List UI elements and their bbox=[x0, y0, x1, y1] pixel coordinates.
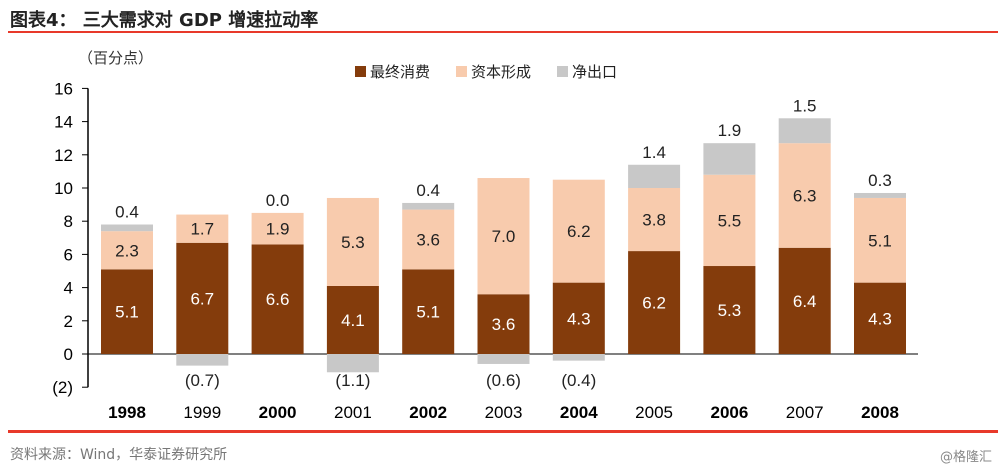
x-tick-label: 2003 bbox=[485, 403, 523, 422]
bar-segment bbox=[854, 197, 906, 283]
data-label: (0.4) bbox=[561, 371, 596, 390]
data-label: 2.3 bbox=[115, 241, 139, 260]
chart-title: 图表4： 三大需求对 GDP 增速拉动率 bbox=[10, 10, 319, 31]
bar-segment bbox=[251, 212, 304, 245]
source-note: 资料来源：Wind，华泰证券研究所 bbox=[10, 447, 228, 463]
bar-segment bbox=[477, 178, 530, 295]
legend-swatch bbox=[557, 66, 568, 77]
y-tick-label: 8 bbox=[64, 212, 73, 231]
data-label: 6.6 bbox=[266, 290, 290, 309]
data-label: 3.6 bbox=[492, 315, 516, 334]
bar-segment bbox=[176, 214, 229, 243]
bar-segment bbox=[101, 231, 153, 270]
data-label: 4.3 bbox=[567, 309, 591, 328]
data-label: 5.1 bbox=[868, 231, 892, 250]
y-axis-label: （百分点） bbox=[78, 49, 153, 67]
data-label: 1.5 bbox=[793, 96, 817, 115]
x-tick-label: 2007 bbox=[786, 403, 824, 422]
bar-segment bbox=[552, 354, 605, 361]
bar-segment bbox=[477, 294, 530, 354]
bar-segment bbox=[402, 209, 455, 270]
data-label: 6.4 bbox=[793, 292, 817, 311]
bar-segment bbox=[854, 192, 906, 198]
data-label: 6.2 bbox=[642, 294, 666, 313]
bar-segment bbox=[778, 247, 831, 354]
bar-segment bbox=[477, 354, 530, 364]
x-tick-label: 2008 bbox=[861, 403, 899, 422]
y-tick-label: 2 bbox=[64, 312, 73, 331]
bar-segment bbox=[703, 266, 756, 354]
bar-segment bbox=[251, 244, 304, 354]
data-label: 5.5 bbox=[718, 211, 742, 230]
y-tick-label: 6 bbox=[64, 245, 73, 264]
x-tick-label: 2001 bbox=[334, 403, 372, 422]
x-tick-label: 2000 bbox=[259, 403, 297, 422]
data-label: 0.4 bbox=[416, 181, 440, 200]
bar-segment bbox=[176, 354, 229, 366]
legend-label: 资本形成 bbox=[471, 63, 531, 81]
data-label: 3.8 bbox=[642, 211, 666, 230]
stacked-bar-chart: （百分点） (2) 0 2 4 6 8 10 12 14 16 5.1 2.3 0.4 1998 6.7 1.7… bbox=[52, 49, 918, 422]
x-tick-label: 2004 bbox=[560, 403, 598, 422]
data-label: 4.3 bbox=[868, 309, 892, 328]
bar-segment bbox=[778, 143, 831, 248]
bar-segment bbox=[402, 269, 455, 354]
data-label: 1.7 bbox=[190, 220, 214, 239]
footer-divider bbox=[8, 430, 998, 433]
data-label: 7.0 bbox=[492, 227, 516, 246]
bar-segment bbox=[703, 174, 756, 267]
x-tick-label: 2006 bbox=[710, 403, 748, 422]
data-label: 5.3 bbox=[341, 233, 365, 252]
bar-segment bbox=[703, 143, 756, 175]
bar-segment bbox=[854, 282, 906, 354]
data-label: 0.3 bbox=[868, 171, 892, 190]
legend-swatch bbox=[456, 66, 467, 77]
data-label: 5.1 bbox=[115, 303, 139, 322]
bar-segment bbox=[326, 285, 379, 354]
watermark: @格隆汇 bbox=[939, 450, 992, 465]
legend-label: 最终消费 bbox=[370, 63, 430, 81]
data-label: 0.0 bbox=[266, 191, 290, 210]
data-label: 6.3 bbox=[793, 186, 817, 205]
y-tick-label: 12 bbox=[54, 146, 73, 165]
legend-label: 净出口 bbox=[572, 63, 617, 81]
data-label: 6.7 bbox=[190, 289, 214, 308]
bar-segment bbox=[628, 188, 681, 252]
x-tick-label: 2002 bbox=[409, 403, 447, 422]
data-label: 4.1 bbox=[341, 311, 365, 330]
y-tick-label: 10 bbox=[54, 179, 73, 198]
data-label: 1.4 bbox=[642, 143, 666, 162]
bar-segment bbox=[101, 224, 153, 232]
x-tick-label: 2005 bbox=[635, 403, 673, 422]
data-label: (0.6) bbox=[486, 371, 521, 390]
bar-segment bbox=[101, 269, 153, 354]
data-label: 3.6 bbox=[416, 230, 440, 249]
bar-segment bbox=[552, 282, 605, 354]
data-label: 6.2 bbox=[567, 222, 591, 241]
bar-segment bbox=[326, 354, 379, 373]
y-tick-label: 0 bbox=[64, 345, 73, 364]
x-tick-label: 1998 bbox=[108, 403, 146, 422]
bar-segment bbox=[326, 197, 379, 286]
bar-segment bbox=[778, 118, 831, 144]
data-label: 5.1 bbox=[416, 303, 440, 322]
data-label: 0.4 bbox=[115, 203, 139, 222]
bar-segment bbox=[628, 164, 681, 188]
title-divider bbox=[8, 31, 998, 33]
bar-segment bbox=[628, 251, 681, 354]
x-tick-label: 1999 bbox=[183, 403, 221, 422]
data-label: 1.9 bbox=[266, 220, 290, 239]
legend-swatch bbox=[355, 66, 366, 77]
bar-segment bbox=[176, 242, 229, 354]
data-label: (1.1) bbox=[335, 371, 370, 390]
data-label: (0.7) bbox=[185, 371, 220, 390]
data-label: 5.3 bbox=[718, 301, 742, 320]
y-tick-label: 16 bbox=[54, 79, 73, 98]
y-tick-label: 14 bbox=[54, 113, 73, 132]
data-label: 1.9 bbox=[718, 121, 742, 140]
bar-segment bbox=[402, 202, 455, 210]
y-tick-label: (2) bbox=[52, 378, 73, 397]
bar-segment bbox=[552, 179, 605, 283]
y-tick-label: 4 bbox=[64, 279, 73, 298]
